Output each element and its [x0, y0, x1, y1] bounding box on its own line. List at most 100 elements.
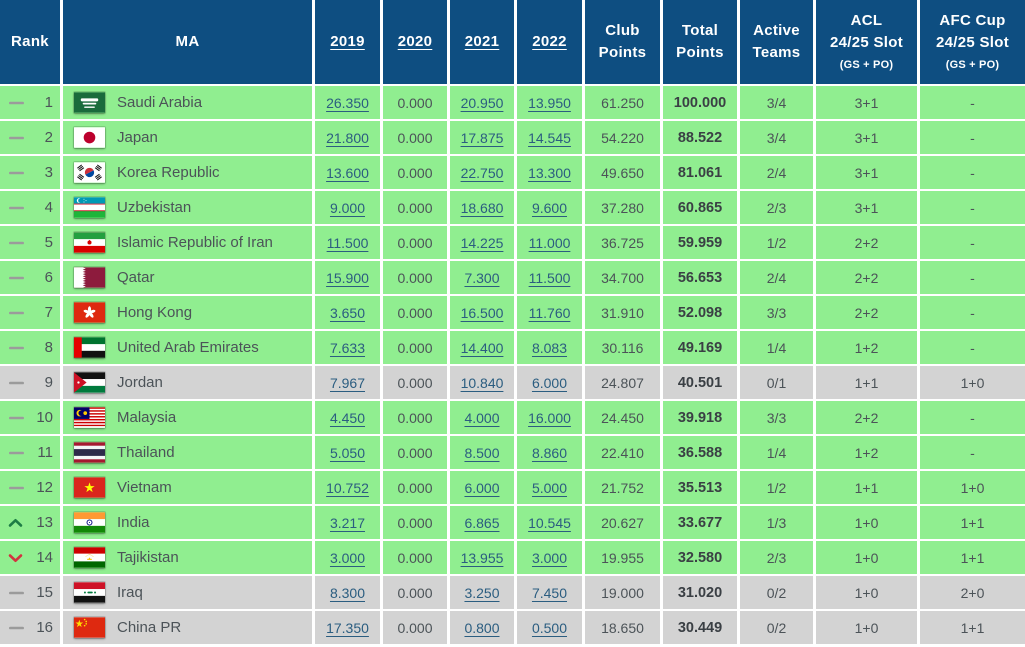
points-2021-link[interactable]: 20.950	[460, 94, 504, 111]
points-2021-link[interactable]: 4.000	[464, 409, 500, 426]
ma-cell: Vietnam	[63, 471, 315, 506]
points-2019-link[interactable]: 3.000	[329, 549, 366, 566]
points-2022-link[interactable]: 13.950	[528, 94, 571, 111]
points-2022-link[interactable]: 11.000	[528, 234, 571, 251]
dash-icon	[8, 206, 25, 210]
points-2022-link[interactable]: 11.760	[528, 304, 571, 321]
points-2021-cell: 6.000	[450, 471, 517, 506]
afc-cup-slot-cell: 2+0	[920, 576, 1025, 611]
column-header-afc-cup-slot: AFC Cup 24/25 Slot (GS + PO)	[920, 0, 1025, 86]
points-2019-link[interactable]: 13.600	[326, 164, 369, 181]
points-2019-link[interactable]: 26.350	[326, 94, 369, 111]
points-2022-link[interactable]: 9.600	[531, 199, 568, 216]
points-2020-cell: 0.000	[383, 191, 450, 226]
country-name: Thailand	[117, 444, 175, 461]
rank-number: 15	[36, 584, 53, 601]
points-2019-link[interactable]: 3.650	[329, 304, 366, 321]
points-2021-link[interactable]: 16.500	[460, 304, 504, 321]
points-2022-cell: 6.000	[517, 366, 585, 401]
points-2019-cell: 5.050	[315, 436, 383, 471]
points-2022-cell: 11.000	[517, 226, 585, 261]
year-2021-sort-link[interactable]: 2021	[464, 33, 500, 51]
points-2019-link[interactable]: 15.900	[326, 269, 369, 286]
points-2022-link[interactable]: 7.450	[531, 584, 568, 601]
afc-cup-slot-cell: -	[920, 156, 1025, 191]
rank-number: 11	[37, 444, 53, 461]
points-2022-link[interactable]: 5.000	[531, 479, 568, 496]
acl-slot-cell: 2+2	[816, 261, 920, 296]
points-2020-value: 0.000	[397, 164, 433, 181]
points-2019-link[interactable]: 7.967	[329, 374, 366, 391]
points-2022-cell: 13.950	[517, 86, 585, 121]
afc-cup-slot-cell: -	[920, 226, 1025, 261]
club-points-cell: 31.910	[585, 296, 663, 331]
points-2022-link[interactable]: 3.000	[531, 549, 568, 566]
country-name: China PR	[117, 619, 182, 636]
points-2019-link[interactable]: 11.500	[326, 234, 369, 251]
total-points-cell: 100.000	[663, 86, 740, 121]
club-points-cell: 20.627	[585, 506, 663, 541]
points-2022-cell: 13.300	[517, 156, 585, 191]
points-2022-link[interactable]: 0.500	[531, 619, 568, 636]
points-2022-link[interactable]: 16.000	[528, 409, 571, 426]
points-2020-cell: 0.000	[383, 436, 450, 471]
points-2021-link[interactable]: 10.840	[460, 374, 504, 391]
points-2022-link[interactable]: 10.545	[528, 514, 571, 531]
points-2021-link[interactable]: 22.750	[460, 164, 504, 181]
country-name: Jordan	[117, 374, 163, 391]
country-name: Malaysia	[117, 409, 177, 426]
points-2021-link[interactable]: 17.875	[460, 129, 504, 146]
club-points-cell: 61.250	[585, 86, 663, 121]
points-2021-link[interactable]: 6.000	[464, 479, 500, 496]
column-header-acl-slot: ACL 24/25 Slot (GS + PO)	[816, 0, 920, 86]
points-2021-link[interactable]: 14.400	[460, 339, 504, 356]
afc-cup-slot-cell: -	[920, 401, 1025, 436]
points-2021-link[interactable]: 0.800	[464, 619, 500, 636]
rank-number: 2	[44, 129, 53, 146]
table-row: 15 Iraq 8.300 0.000 3.250 7.450 19.000 3…	[0, 576, 1025, 611]
points-2021-link[interactable]: 13.955	[460, 549, 504, 566]
points-2019-link[interactable]: 9.000	[329, 199, 366, 216]
points-2021-link[interactable]: 18.680	[460, 199, 504, 216]
points-2022-cell: 14.545	[517, 121, 585, 156]
acl-slot-cell: 1+2	[816, 436, 920, 471]
points-2019-link[interactable]: 21.800	[326, 129, 369, 146]
dash-icon	[8, 311, 25, 315]
acl-slot-cell: 1+1	[816, 471, 920, 506]
points-2019-link[interactable]: 3.217	[329, 514, 366, 531]
points-2021-link[interactable]: 14.225	[460, 234, 504, 251]
points-2021-link[interactable]: 6.865	[464, 514, 500, 531]
points-2022-link[interactable]: 6.000	[531, 374, 568, 391]
year-2020-sort-link[interactable]: 2020	[397, 33, 433, 51]
points-2020-value: 0.000	[397, 304, 433, 321]
points-2022-link[interactable]: 13.300	[528, 164, 571, 181]
points-2022-link[interactable]: 14.545	[528, 129, 571, 146]
table-row: 6 Qatar 15.900 0.000 7.300 11.500 34.700…	[0, 261, 1025, 296]
points-2022-link[interactable]: 8.083	[531, 339, 568, 356]
acl-slot-cell: 3+1	[816, 156, 920, 191]
points-2022-cell: 16.000	[517, 401, 585, 436]
dash-icon	[8, 171, 25, 175]
year-2019-sort-link[interactable]: 2019	[330, 33, 365, 51]
points-2019-link[interactable]: 8.300	[329, 584, 366, 601]
points-2019-link[interactable]: 10.752	[326, 479, 369, 496]
points-2021-link[interactable]: 3.250	[464, 584, 500, 601]
ma-cell: Tajikistan	[63, 541, 315, 576]
year-2022-sort-link[interactable]: 2022	[532, 33, 567, 51]
points-2022-link[interactable]: 11.500	[528, 269, 571, 286]
ma-cell: Hong Kong	[63, 296, 315, 331]
rank-cell: 8	[0, 331, 63, 366]
points-2022-link[interactable]: 8.860	[531, 444, 568, 461]
points-2019-link[interactable]: 7.633	[329, 339, 366, 356]
afc-cup-slot-cell: -	[920, 191, 1025, 226]
points-2019-link[interactable]: 4.450	[329, 409, 366, 426]
rank-cell: 11	[0, 436, 63, 471]
club-points-cell: 18.650	[585, 611, 663, 646]
points-2021-link[interactable]: 7.300	[464, 269, 500, 286]
points-2019-cell: 21.800	[315, 121, 383, 156]
points-2019-link[interactable]: 17.350	[326, 619, 369, 636]
points-2021-link[interactable]: 8.500	[464, 444, 500, 461]
ma-cell: Malaysia	[63, 401, 315, 436]
points-2019-link[interactable]: 5.050	[329, 444, 366, 461]
total-points-cell: 40.501	[663, 366, 740, 401]
